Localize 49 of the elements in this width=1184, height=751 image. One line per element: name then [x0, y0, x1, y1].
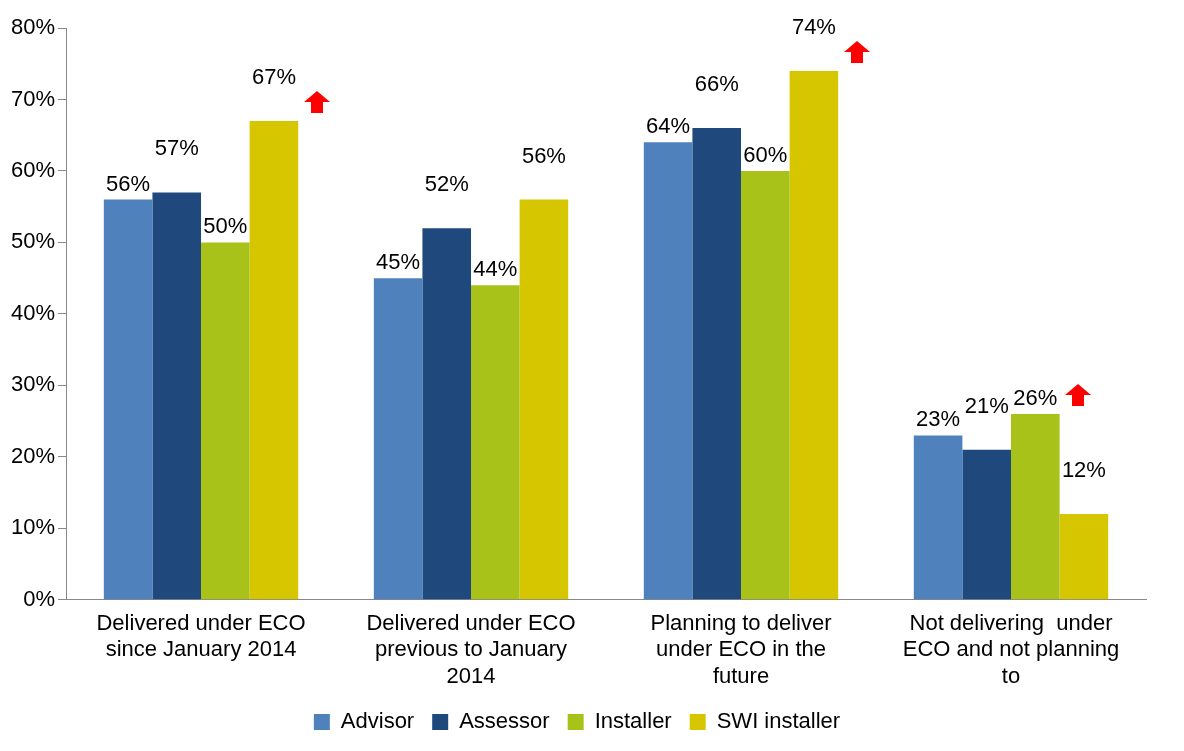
x-tick-label: Planning to deliver under ECO in the future: [650, 610, 832, 688]
bar: [913, 435, 963, 600]
data-label: 50%: [203, 213, 248, 239]
data-label: 23%: [916, 406, 961, 432]
y-tick-label: 20%: [10, 442, 56, 468]
data-label: 26%: [1013, 385, 1058, 411]
data-label: 45%: [376, 249, 421, 275]
legend-label: Advisor: [340, 708, 415, 734]
y-tick-label: 0%: [23, 585, 56, 611]
data-label: 74%: [791, 13, 836, 39]
bar: [103, 199, 153, 600]
data-label: 57%: [154, 135, 199, 161]
bar: [249, 120, 299, 600]
legend-label: Assessor: [459, 708, 550, 734]
y-tick-label: 40%: [10, 299, 56, 325]
bar: [201, 242, 250, 600]
data-label: 44%: [473, 256, 518, 282]
bar: [373, 278, 423, 600]
bar: [519, 199, 569, 600]
bar: [692, 128, 742, 600]
bar: [471, 285, 520, 600]
bar: [962, 449, 1011, 600]
y-tick-label: 70%: [10, 85, 56, 111]
x-tick-label: Not delivering under ECO and not planning to: [902, 610, 1120, 688]
data-label: 52%: [424, 171, 469, 197]
y-tick-label: 60%: [10, 157, 56, 183]
bar: [1011, 413, 1060, 600]
data-label: 60%: [743, 142, 788, 168]
bar: [643, 142, 693, 600]
data-label: 56%: [521, 142, 566, 168]
data-label: 56%: [106, 170, 151, 196]
legend-label: Installer: [594, 708, 672, 734]
y-tick-label: 80%: [10, 14, 56, 40]
y-tick-label: 50%: [10, 228, 56, 254]
legend-label: SWI installer: [716, 708, 841, 734]
data-label: 64%: [646, 113, 691, 139]
bar: [789, 70, 839, 600]
bar: [152, 192, 202, 600]
data-label: 66%: [694, 71, 739, 97]
x-tick-label: Delivered under ECO since January 2014: [96, 610, 306, 662]
data-label: 12%: [1061, 457, 1106, 483]
data-label: 21%: [964, 392, 1009, 418]
data-label: 67%: [251, 63, 296, 89]
y-tick-label: 30%: [10, 371, 56, 397]
x-tick-label: Delivered under ECO previous to January 2014: [366, 610, 576, 688]
bar: [422, 228, 472, 600]
y-tick-label: 10%: [10, 514, 56, 540]
bar: [741, 170, 790, 600]
bar: [1059, 514, 1109, 600]
